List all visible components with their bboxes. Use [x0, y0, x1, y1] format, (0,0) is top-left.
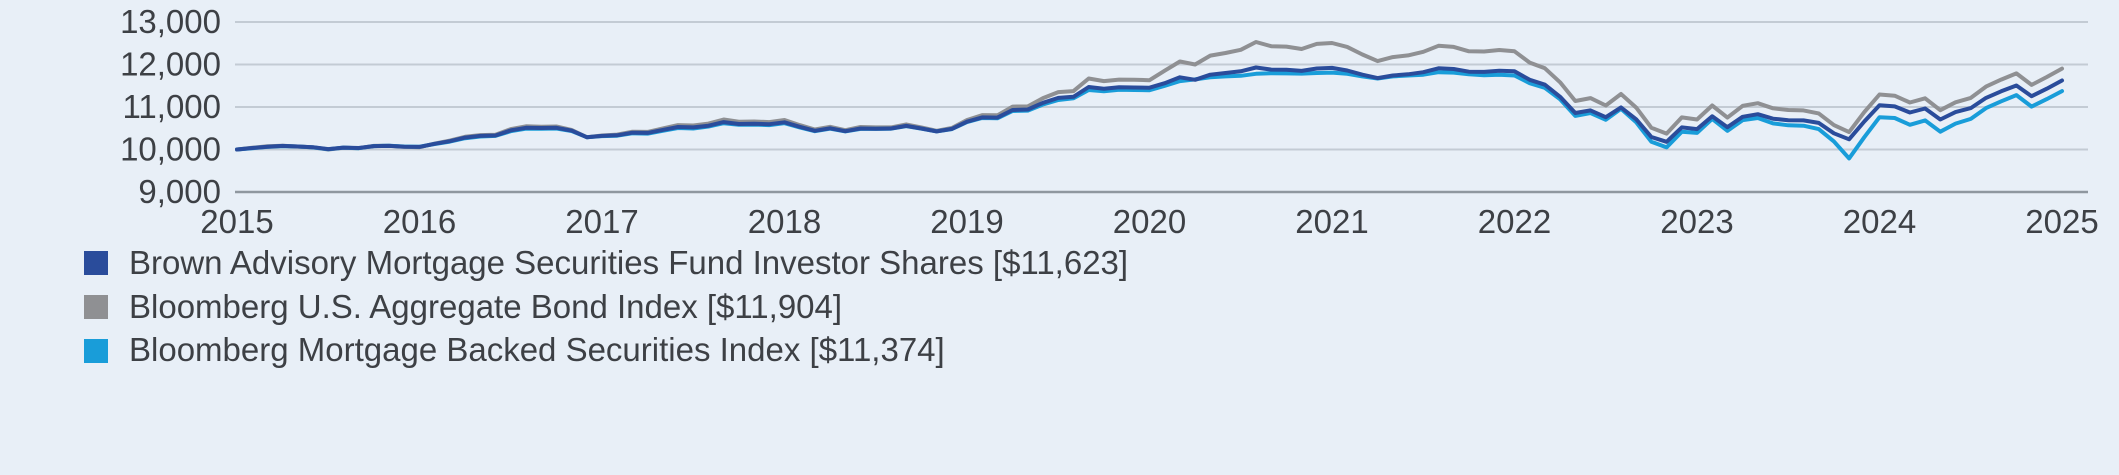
- legend-item: Brown Advisory Mortgage Securities Fund …: [84, 244, 1129, 281]
- legend-label: Bloomberg U.S. Aggregate Bond Index [$11…: [129, 287, 843, 325]
- x-tick-label: 2022: [1478, 203, 1551, 240]
- y-tick-label: 13,000: [120, 3, 221, 40]
- x-tick-label: 2016: [383, 203, 456, 240]
- series-line-0: [235, 65, 2064, 152]
- legend-swatch-icon: [84, 294, 108, 319]
- y-tick-label: 11,000: [123, 88, 221, 125]
- legend-item: Bloomberg Mortgage Backed Securities Ind…: [84, 333, 1128, 368]
- y-tick-label: 10,000: [120, 131, 221, 168]
- x-tick-label: 2015: [200, 203, 273, 240]
- x-tick-label: 2017: [565, 203, 638, 240]
- y-tick-label: 12,000: [120, 46, 221, 83]
- x-tick-label: 2021: [1295, 203, 1368, 240]
- legend-swatch-icon: [84, 251, 108, 276]
- x-tick-label: 2023: [1660, 203, 1733, 240]
- legend-label: Bloomberg Mortgage Backed Securities Ind…: [129, 331, 945, 369]
- x-tick-label: 2025: [2025, 203, 2098, 240]
- y-tick-label: 9,000: [138, 173, 221, 210]
- series-line-2: [235, 70, 2064, 161]
- chart-legend: Brown Advisory Mortgage Securities Fund …: [84, 244, 1129, 368]
- legend-item: Bloomberg U.S. Aggregate Bond Index [$11…: [84, 287, 1128, 325]
- x-tick-label: 2018: [748, 203, 821, 240]
- x-tick-label: 2020: [1113, 203, 1186, 240]
- x-tick-label: 2019: [930, 203, 1003, 240]
- legend-label: Brown Advisory Mortgage Securities Fund …: [129, 244, 1129, 281]
- series-line-1: [235, 40, 2064, 152]
- x-tick-label: 2024: [1843, 203, 1916, 240]
- legend-swatch-icon: [84, 338, 108, 363]
